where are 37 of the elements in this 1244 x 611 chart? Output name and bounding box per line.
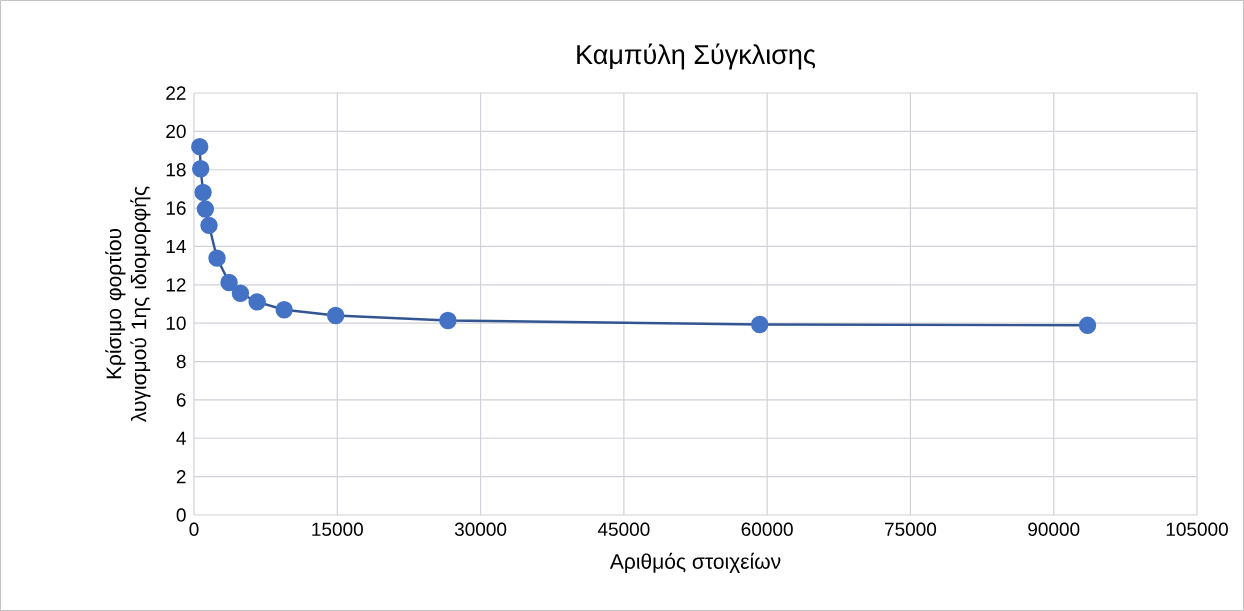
point — [751, 315, 769, 334]
point — [191, 160, 210, 178]
point — [208, 249, 226, 267]
x-axis-title: Αριθμός στοιχείων — [609, 552, 781, 574]
y-tick-label: 12 — [166, 278, 186, 292]
y-tick-label: 16 — [166, 201, 186, 215]
x-tick-label: 0 — [189, 522, 199, 536]
x-tick-label: 30000 — [454, 522, 507, 536]
x-tick-label: 90000 — [1028, 522, 1080, 536]
y-tick-label: 20 — [166, 124, 186, 139]
point — [1078, 316, 1097, 334]
point — [275, 301, 293, 319]
y-tick-label: 2 — [176, 470, 186, 484]
point — [194, 183, 212, 202]
x-tick-label: 75000 — [884, 522, 937, 536]
x-tick-label: 60000 — [741, 522, 793, 536]
y-axis-title: Κρίσιμο φορτίου λυγισμού 1ης ιδιομορφής — [105, 186, 151, 422]
x-tick-label: 105000 — [1166, 522, 1228, 536]
point — [191, 138, 209, 156]
y-tick-label: 18 — [166, 163, 186, 177]
chart-title: Καμπύλη Σύγκλισης — [577, 43, 816, 70]
point — [326, 306, 345, 325]
point — [439, 311, 457, 330]
y-tick-label: 22 — [166, 86, 186, 100]
point — [248, 293, 266, 311]
x-tick-label: 15000 — [312, 522, 363, 536]
y-tick-label: 0 — [176, 508, 186, 522]
point — [200, 216, 218, 235]
y-tick-label: 8 — [176, 354, 186, 369]
y-tick-label: 6 — [176, 393, 186, 407]
y-tick-label: 4 — [176, 431, 186, 445]
point — [231, 284, 250, 302]
y-tick-label: 14 — [166, 239, 186, 253]
x-tick-label: 45000 — [597, 522, 650, 536]
point — [196, 200, 215, 218]
y-tick-label: 10 — [166, 316, 186, 330]
point — [220, 273, 238, 292]
